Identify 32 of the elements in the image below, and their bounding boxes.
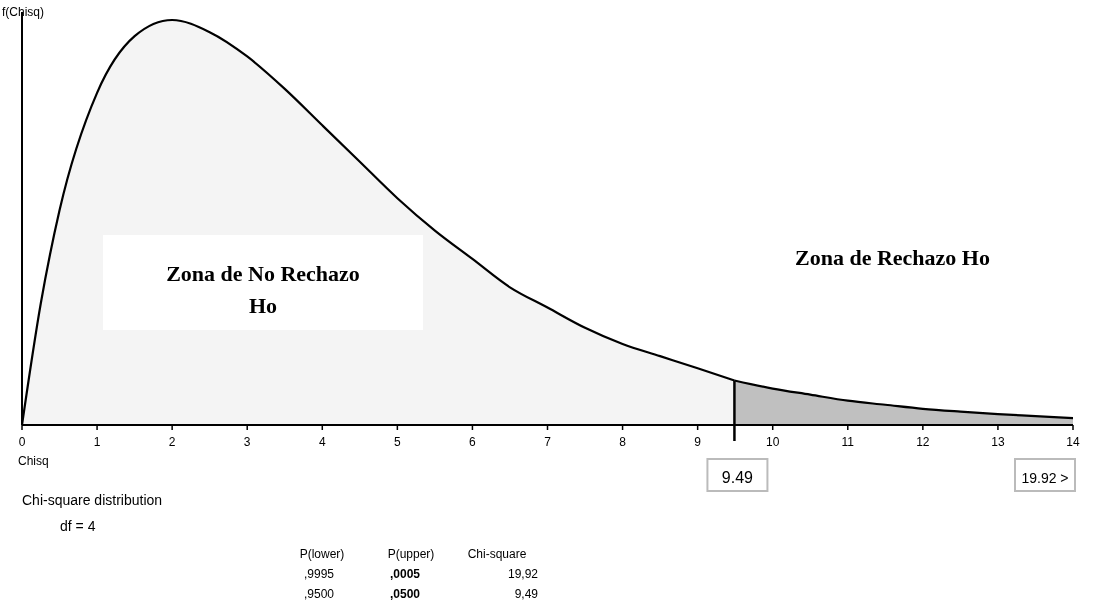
x-tick-label: 11 <box>841 435 855 449</box>
text: 9,49 <box>514 587 539 601</box>
x-tick-label: 1 <box>93 435 101 449</box>
x-tick-label: 4 <box>318 435 326 449</box>
x-tick-label: 6 <box>469 435 477 449</box>
y-axis-title: f(Chisq) <box>2 5 45 19</box>
text: df = 4 <box>60 518 96 534</box>
x-tick-label: 12 <box>916 435 930 449</box>
text: 19.92 > <box>1021 470 1069 486</box>
x-tick-label: 5 <box>394 435 402 449</box>
x-tick-label: 3 <box>243 435 251 449</box>
x-tick-label: 2 <box>168 435 176 449</box>
text: ,9500 <box>303 587 335 601</box>
x-tick-label: 7 <box>544 435 552 449</box>
x-tick-label: 9 <box>694 435 702 449</box>
text: 19,92 <box>507 567 539 581</box>
text: ,9995 <box>303 567 335 581</box>
text: ,0005 <box>390 567 421 581</box>
x-tick-label: 13 <box>991 435 1005 449</box>
text: P(lower) <box>299 547 345 561</box>
annotation: Zona de Rechazo Ho <box>795 245 990 270</box>
x-tick-label: 10 <box>766 435 780 449</box>
text: Chi-square distribution <box>22 492 163 508</box>
annotation: Zona de No Rechazo Ho <box>166 261 360 318</box>
x-tick-label: 8 <box>619 435 627 449</box>
text: Chi-square <box>467 547 527 561</box>
x-axis-title: Chisq <box>18 454 49 468</box>
text: ,0500 <box>390 587 421 601</box>
text: P(upper) <box>387 547 435 561</box>
x-tick-label: 14 <box>1066 435 1080 449</box>
x-tick-label: 0 <box>18 435 26 449</box>
ref-line-label: 9.49 <box>721 469 754 486</box>
